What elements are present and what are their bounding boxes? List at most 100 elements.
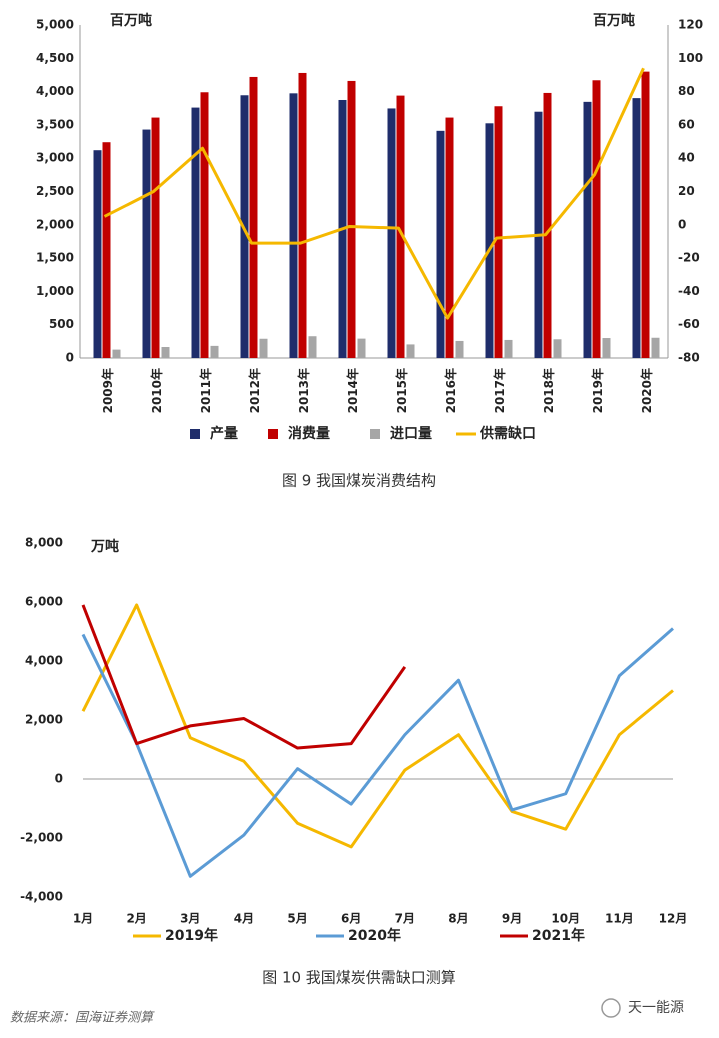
caption: 图 10 我国煤炭供需缺口测算 (262, 969, 456, 987)
legend-swatch (190, 429, 200, 439)
bar (298, 72, 307, 359)
legend-label: 供需缺口 (479, 425, 536, 442)
x-tick-label: 2月 (126, 912, 146, 926)
yticks-label: 3,000 (36, 151, 74, 165)
x-tick-label: 8月 (448, 912, 468, 926)
yticks-label: 4,000 (25, 654, 63, 668)
x-tick-label: 4月 (234, 912, 254, 926)
yticks-label: 3,500 (36, 117, 74, 131)
y2ticks-label: 40 (678, 151, 695, 165)
yticks-label: 1,000 (36, 284, 74, 298)
yticks-label: 4,500 (36, 51, 74, 65)
bar (543, 92, 552, 358)
watermark: 天一能源 (628, 1000, 684, 1016)
bar (200, 92, 209, 359)
y-unit: 万吨 (90, 538, 119, 555)
bar (102, 142, 111, 358)
x-tick-label: 2013年 (296, 368, 311, 413)
yticks-label: -2,000 (20, 831, 63, 845)
bar (602, 338, 611, 358)
x-tick-label: 6月 (341, 912, 361, 926)
bar (210, 345, 219, 358)
bar (259, 338, 268, 358)
bar (93, 150, 102, 358)
bar (494, 106, 503, 358)
bar (191, 107, 200, 358)
legend-label: 进口量 (390, 426, 432, 442)
y2ticks-label: 120 (678, 18, 703, 32)
yticks-label: 0 (66, 351, 74, 365)
watermark-icon (601, 998, 621, 1018)
bar (651, 337, 660, 358)
yticks-label: 8,000 (25, 536, 63, 550)
legend-label: 2019年 (165, 927, 218, 944)
bar (347, 80, 356, 358)
bar (249, 76, 258, 358)
yticks-label: 4,000 (36, 84, 74, 98)
x-tick-label: 11月 (605, 912, 634, 926)
series-line (81, 627, 674, 878)
x-tick-label: 2017年 (492, 368, 507, 413)
x-tick-label: 12月 (659, 912, 688, 926)
bar (308, 336, 317, 358)
legend-swatch (268, 429, 278, 439)
bar (289, 93, 298, 358)
yticks-label: 500 (49, 317, 74, 331)
series-line (81, 603, 674, 849)
bar (504, 339, 513, 358)
y2ticks-label: -60 (678, 317, 700, 331)
bar (583, 101, 592, 359)
yticks-label: 2,000 (25, 713, 63, 727)
x-tick-label: 2009年 (100, 368, 115, 413)
legend-label: 产量 (210, 425, 238, 442)
bar (161, 347, 170, 358)
x-tick-label: 7月 (395, 912, 415, 926)
x-tick-label: 5月 (287, 912, 307, 926)
yticks-label: 6,000 (25, 595, 63, 609)
bar (112, 349, 121, 358)
y2ticks-label: -80 (678, 351, 700, 365)
yticks-label: 0 (55, 772, 63, 786)
y2ticks-label: -20 (678, 251, 700, 265)
x-tick-label: 2015年 (394, 368, 409, 413)
bar (485, 123, 494, 358)
x-tick-label: 9月 (502, 912, 522, 926)
x-tick-label: 2016年 (443, 368, 458, 413)
y2ticks-label: 0 (678, 217, 686, 231)
y2ticks-label: -40 (678, 284, 700, 298)
legend-label: 2020年 (348, 927, 401, 944)
source: 数据来源：国海证券测算 (10, 1011, 155, 1026)
x-tick-label: 2020年 (639, 368, 654, 413)
bar (387, 108, 396, 358)
bar (553, 339, 562, 358)
bar (151, 117, 160, 358)
x-tick-label: 2011年 (198, 368, 213, 413)
y2ticks-label: 60 (678, 117, 695, 131)
bar (396, 95, 405, 358)
bar (445, 117, 454, 358)
bar (142, 129, 151, 358)
yticks-label: 2,500 (36, 184, 74, 198)
yticks-label: 5,000 (36, 18, 74, 32)
bar (592, 80, 601, 358)
x-tick-label: 2012年 (247, 368, 262, 413)
y2ticks-label: 80 (678, 84, 695, 98)
x-tick-label: 2019年 (590, 368, 605, 413)
legend-swatch (370, 429, 380, 439)
x-tick-label: 1月 (73, 912, 93, 926)
y2ticks-label: 100 (678, 51, 703, 65)
legend-label: 消费量 (288, 425, 330, 442)
yticks-label: 1,500 (36, 251, 74, 265)
y-unit: 百万吨 (110, 12, 152, 29)
x-tick-label: 2014年 (345, 368, 360, 413)
x-tick-label: 10月 (551, 912, 580, 926)
bar (357, 338, 366, 358)
y2-unit: 百万吨 (593, 12, 635, 29)
bar (632, 98, 641, 358)
caption: 图 9 我国煤炭消费结构 (282, 472, 436, 490)
x-tick-label: 2010年 (149, 368, 164, 413)
bar (436, 130, 445, 358)
bar (641, 71, 650, 359)
yticks-label: 2,000 (36, 217, 74, 231)
legend-label: 2021年 (532, 927, 585, 944)
